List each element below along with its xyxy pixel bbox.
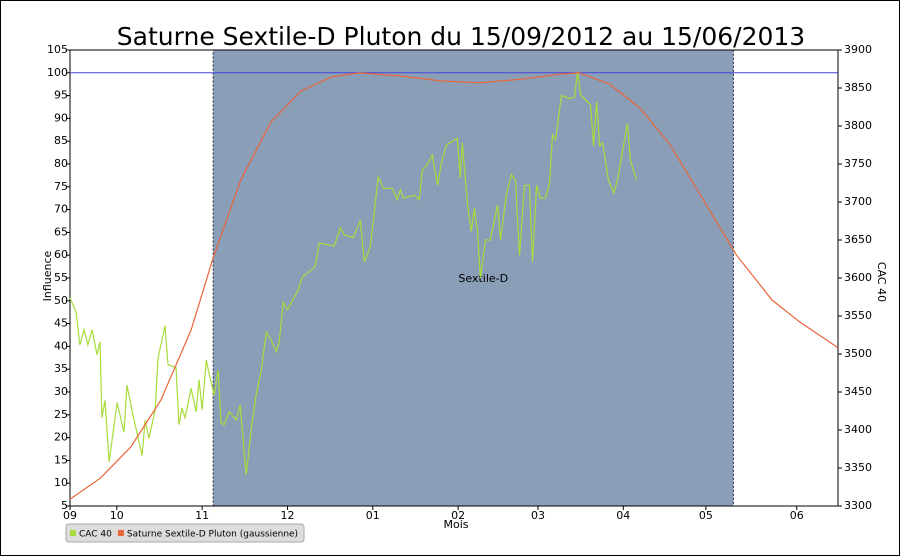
series-line	[69, 72, 839, 500]
chart-title: Saturne Sextile-D Pluton du 15/09/2012 a…	[117, 22, 805, 51]
y-tick-label: 30	[54, 385, 68, 398]
legend-label: Saturne Sextile-D Pluton (gaussienne)	[127, 530, 298, 540]
y2-tick-label: 3650	[844, 233, 872, 246]
y-tick-label: 55	[54, 271, 68, 284]
y2-tick-label: 3500	[844, 347, 872, 360]
y-tick-label: 95	[54, 89, 68, 102]
legend-label: CAC 40	[79, 530, 112, 540]
highlight-band	[212, 49, 734, 507]
x-tick-label: 10	[110, 509, 124, 522]
y-tick-label: 60	[54, 248, 68, 261]
y-tick-label: 80	[54, 157, 68, 170]
legend-swatch	[117, 530, 124, 536]
y-axis-label: Influence	[41, 250, 54, 301]
x-tick-label: 06	[790, 509, 804, 522]
y-tick-label: 90	[54, 111, 68, 124]
y-tick-label: 75	[54, 180, 68, 193]
y-tick-label: 5	[61, 499, 68, 512]
y-tick-label: 85	[54, 134, 68, 147]
y2-tick-label: 3800	[844, 119, 872, 132]
y-tick-label: 70	[54, 203, 68, 216]
y-tick-label: 105	[47, 43, 68, 56]
x-tick-label: 02	[451, 509, 465, 522]
y2-tick-label: 3700	[844, 195, 872, 208]
y2-tick-label: 3300	[844, 499, 872, 512]
y-tick-label: 45	[54, 317, 68, 330]
x-tick-label: 05	[699, 509, 713, 522]
y-tick-label: 50	[54, 294, 68, 307]
series-line	[69, 71, 638, 475]
y-tick-label: 35	[54, 362, 68, 375]
y-tick-label: 20	[54, 431, 68, 444]
y2-tick-label: 3600	[844, 271, 872, 284]
y2-axis-label: CAC 40	[875, 262, 888, 302]
legend: CAC 40 Saturne Sextile-D Pluton (gaussien…	[65, 523, 305, 543]
x-tick-label: 01	[366, 509, 380, 522]
y2-tick-label: 3450	[844, 385, 872, 398]
legend-swatch	[70, 530, 76, 536]
y-tick-label: 25	[54, 408, 68, 421]
x-tick-label: 12	[280, 509, 294, 522]
highlight-label: Sextile-D	[458, 272, 508, 285]
y2-tick-label: 3350	[844, 461, 872, 474]
y-tick-label: 100	[47, 66, 68, 79]
y-tick-label: 40	[54, 339, 68, 352]
y2-tick-label: 3400	[844, 423, 872, 436]
x-tick-label: 09	[63, 509, 77, 522]
y-tick-label: 65	[54, 225, 68, 238]
y2-tick-label: 3750	[844, 157, 872, 170]
x-tick-label: 11	[195, 509, 209, 522]
x-axis-label: Mois	[443, 518, 468, 531]
y2-tick-label: 3900	[844, 43, 872, 56]
y2-tick-label: 3550	[844, 309, 872, 322]
y2-tick-label: 3850	[844, 81, 872, 94]
x-tick-label: 04	[616, 509, 630, 522]
y-tick-label: 10	[54, 476, 68, 489]
x-tick-label: 03	[531, 509, 545, 522]
y-tick-label: 15	[54, 453, 68, 466]
legend-box	[65, 523, 305, 543]
